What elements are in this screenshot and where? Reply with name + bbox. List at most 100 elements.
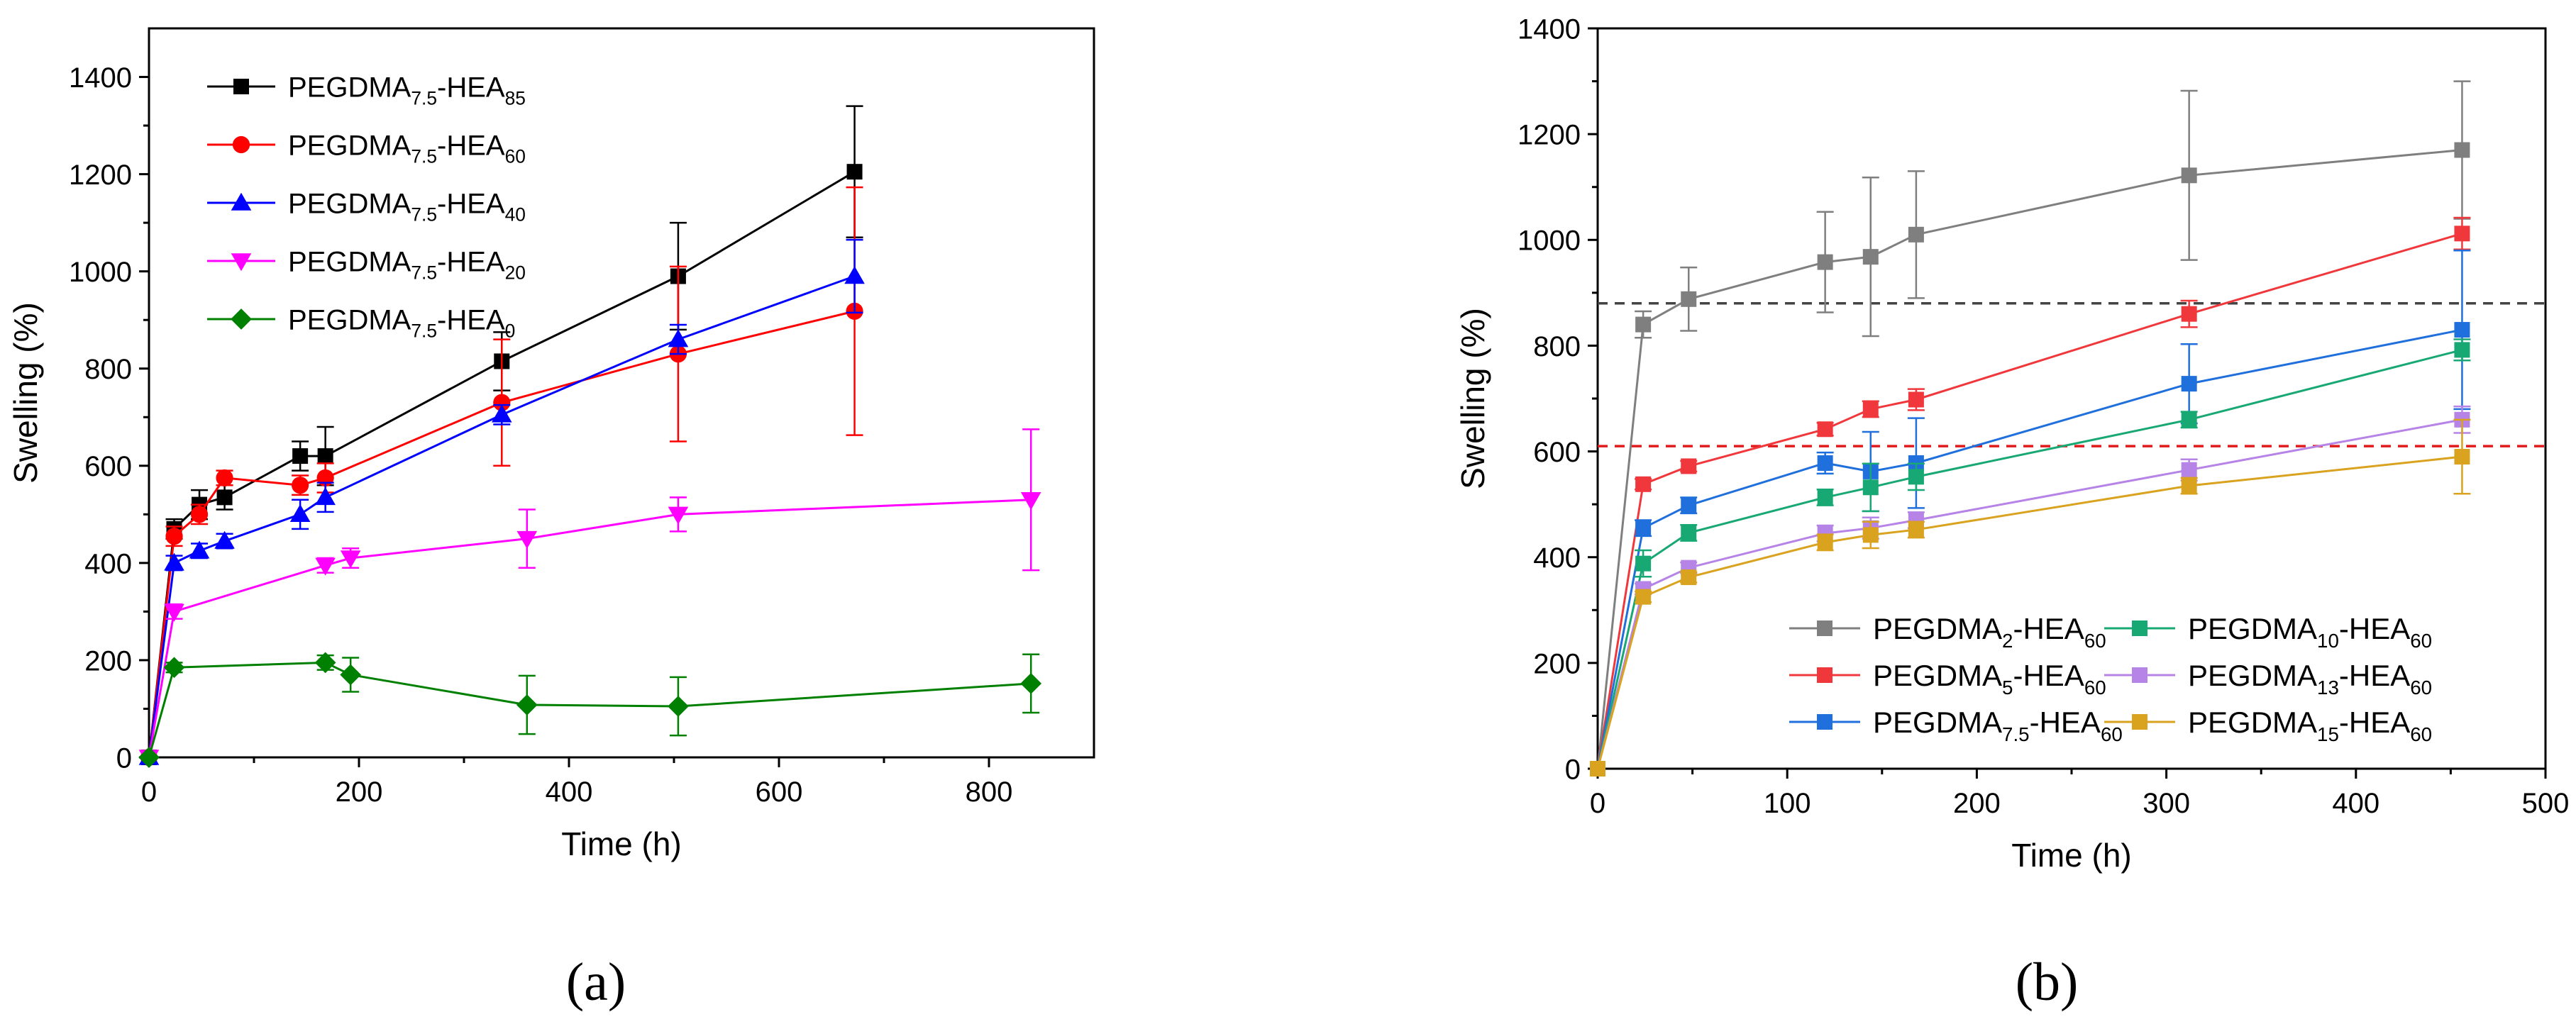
data-point (493, 394, 511, 411)
x-tick-label: 300 (2143, 788, 2190, 819)
data-point (846, 164, 863, 180)
legend-marker (1817, 667, 1833, 683)
legend-marker (233, 79, 249, 94)
data-point (1817, 534, 1833, 550)
legend-label: PEGDMA7.5-HEA85 (288, 72, 526, 108)
data-point (1817, 254, 1833, 270)
panel-label-b: (b) (2016, 952, 2079, 1012)
y-tick-label: 1000 (1518, 226, 1581, 257)
series-HEA40 (138, 238, 865, 765)
legend-marker (2132, 667, 2147, 683)
y-tick-label: 1000 (69, 257, 132, 288)
y-tick-label: 600 (84, 451, 132, 482)
legend-marker (2132, 714, 2147, 730)
data-point (2181, 167, 2197, 184)
data-point (1681, 497, 1697, 513)
y-tick-label: 200 (1533, 648, 1581, 679)
data-point (1020, 672, 1042, 694)
legend-label: PEGDMA10-HEA60 (2188, 612, 2432, 652)
data-point (1635, 316, 1652, 333)
legend-label: PEGDMA5-HEA60 (1873, 659, 2106, 699)
legend-item-P2: PEGDMA2-HEA60 (1789, 612, 2106, 652)
legend-item-P5: PEGDMA5-HEA60 (1789, 659, 2106, 699)
x-tick-label: 800 (966, 777, 1013, 808)
legend-item-P13: PEGDMA13-HEA60 (2104, 659, 2432, 699)
legend-marker (231, 253, 252, 272)
data-point (1635, 555, 1652, 572)
data-point (1908, 521, 1924, 538)
x-tick-label: 400 (2332, 788, 2379, 819)
legend-marker (1817, 714, 1833, 730)
panel-label-a: (a) (566, 952, 626, 1012)
data-point (165, 528, 183, 545)
legend-label: PEGDMA7.5-HEA60 (1873, 706, 2123, 745)
data-point (1817, 421, 1833, 438)
y-axis-label: Swelling (%) (1454, 308, 1491, 489)
data-point (1681, 458, 1697, 474)
legend-label: PEGDMA7.5-HEA0 (288, 304, 515, 341)
data-point (314, 652, 336, 674)
x-tick-label: 0 (141, 777, 157, 808)
x-tick-label: 200 (1953, 788, 2001, 819)
data-point (1862, 249, 1879, 265)
data-point (289, 504, 311, 523)
data-point (216, 489, 233, 506)
data-point (1817, 455, 1833, 471)
data-point (1681, 291, 1697, 307)
series-P2 (1590, 80, 2471, 777)
series-line (1596, 328, 2462, 769)
legend-marker (232, 135, 250, 154)
y-tick-label: 400 (84, 548, 132, 579)
chart-panel-a: 0 200 400 600 800 0 200 400 600 800 1000 1200 1400 Ti… (7, 27, 1095, 862)
data-point (216, 469, 233, 487)
data-point (2181, 306, 2197, 322)
data-point (1817, 489, 1833, 506)
data-point (1635, 589, 1652, 605)
data-point (2454, 449, 2470, 465)
data-point (1862, 401, 1879, 417)
legend-item-HEA40: PEGDMA7.5-HEA40 (207, 188, 526, 226)
data-point (1862, 527, 1879, 543)
series-line (148, 499, 1032, 758)
x-tick-label: 200 (336, 777, 383, 808)
y-tick-label: 600 (1533, 437, 1581, 468)
data-point (315, 487, 336, 506)
y-tick-label: 1400 (69, 62, 132, 94)
y-tick-label: 0 (116, 742, 132, 774)
data-point (2181, 411, 2197, 428)
y-tick-label: 800 (1533, 331, 1581, 362)
data-point (668, 329, 689, 347)
data-point (1908, 391, 1924, 408)
data-point (1681, 525, 1697, 541)
legend: PEGDMA2-HEA60 PEGDMA5-HEA60 PEGDMA7.5-HEA6… (1789, 612, 2432, 745)
y-axis-label: Swelling (%) (7, 302, 44, 484)
legend-label: PEGDMA7.5-HEA20 (288, 246, 526, 283)
legend: PEGDMA7.5-HEA85 PEGDMA7.5-HEA60 PEGDMA7.5-… (207, 72, 526, 342)
legend-marker (231, 308, 252, 330)
legend-item-P7_5: PEGDMA7.5-HEA60 (1789, 706, 2123, 745)
data-point (1681, 569, 1697, 586)
legend-item-P10: PEGDMA10-HEA60 (2104, 612, 2432, 652)
legend-label: PEGDMA7.5-HEA40 (288, 188, 526, 225)
series-HEA20 (138, 428, 1041, 768)
data-point (340, 550, 361, 569)
data-point (190, 506, 209, 523)
legend-item-HEA85: PEGDMA7.5-HEA85 (207, 72, 526, 109)
y-tick-label: 0 (1565, 754, 1581, 785)
data-point (2454, 322, 2470, 338)
data-point (1590, 761, 1605, 777)
x-tick-label: 100 (1764, 788, 1811, 819)
y-tick-label: 1400 (1518, 13, 1581, 45)
y-tick-label: 1200 (1518, 120, 1581, 151)
y-tick-label: 800 (84, 354, 132, 385)
x-axis-label: Time (h) (561, 825, 682, 862)
legend-marker (2132, 620, 2147, 636)
data-point (1908, 226, 1924, 243)
data-point (138, 747, 160, 768)
legend-label: PEGDMA13-HEA60 (2188, 659, 2432, 699)
data-point (1862, 479, 1879, 496)
data-point (292, 477, 309, 494)
data-point (2181, 376, 2197, 392)
plot-frame (1596, 27, 2547, 770)
